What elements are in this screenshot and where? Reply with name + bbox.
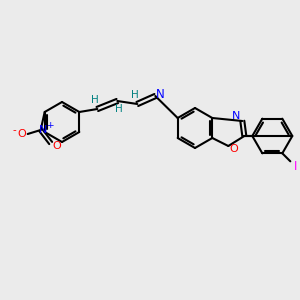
Text: H: H [116, 104, 123, 114]
Text: +: + [46, 121, 53, 130]
Text: H: H [131, 90, 139, 100]
Text: N: N [38, 125, 47, 135]
Text: O: O [229, 144, 238, 154]
Text: I: I [294, 160, 297, 173]
Text: N: N [156, 88, 165, 100]
Text: H: H [92, 95, 99, 105]
Text: O: O [52, 141, 61, 151]
Text: O: O [17, 129, 26, 139]
Text: -: - [13, 125, 16, 135]
Text: N: N [232, 111, 241, 121]
